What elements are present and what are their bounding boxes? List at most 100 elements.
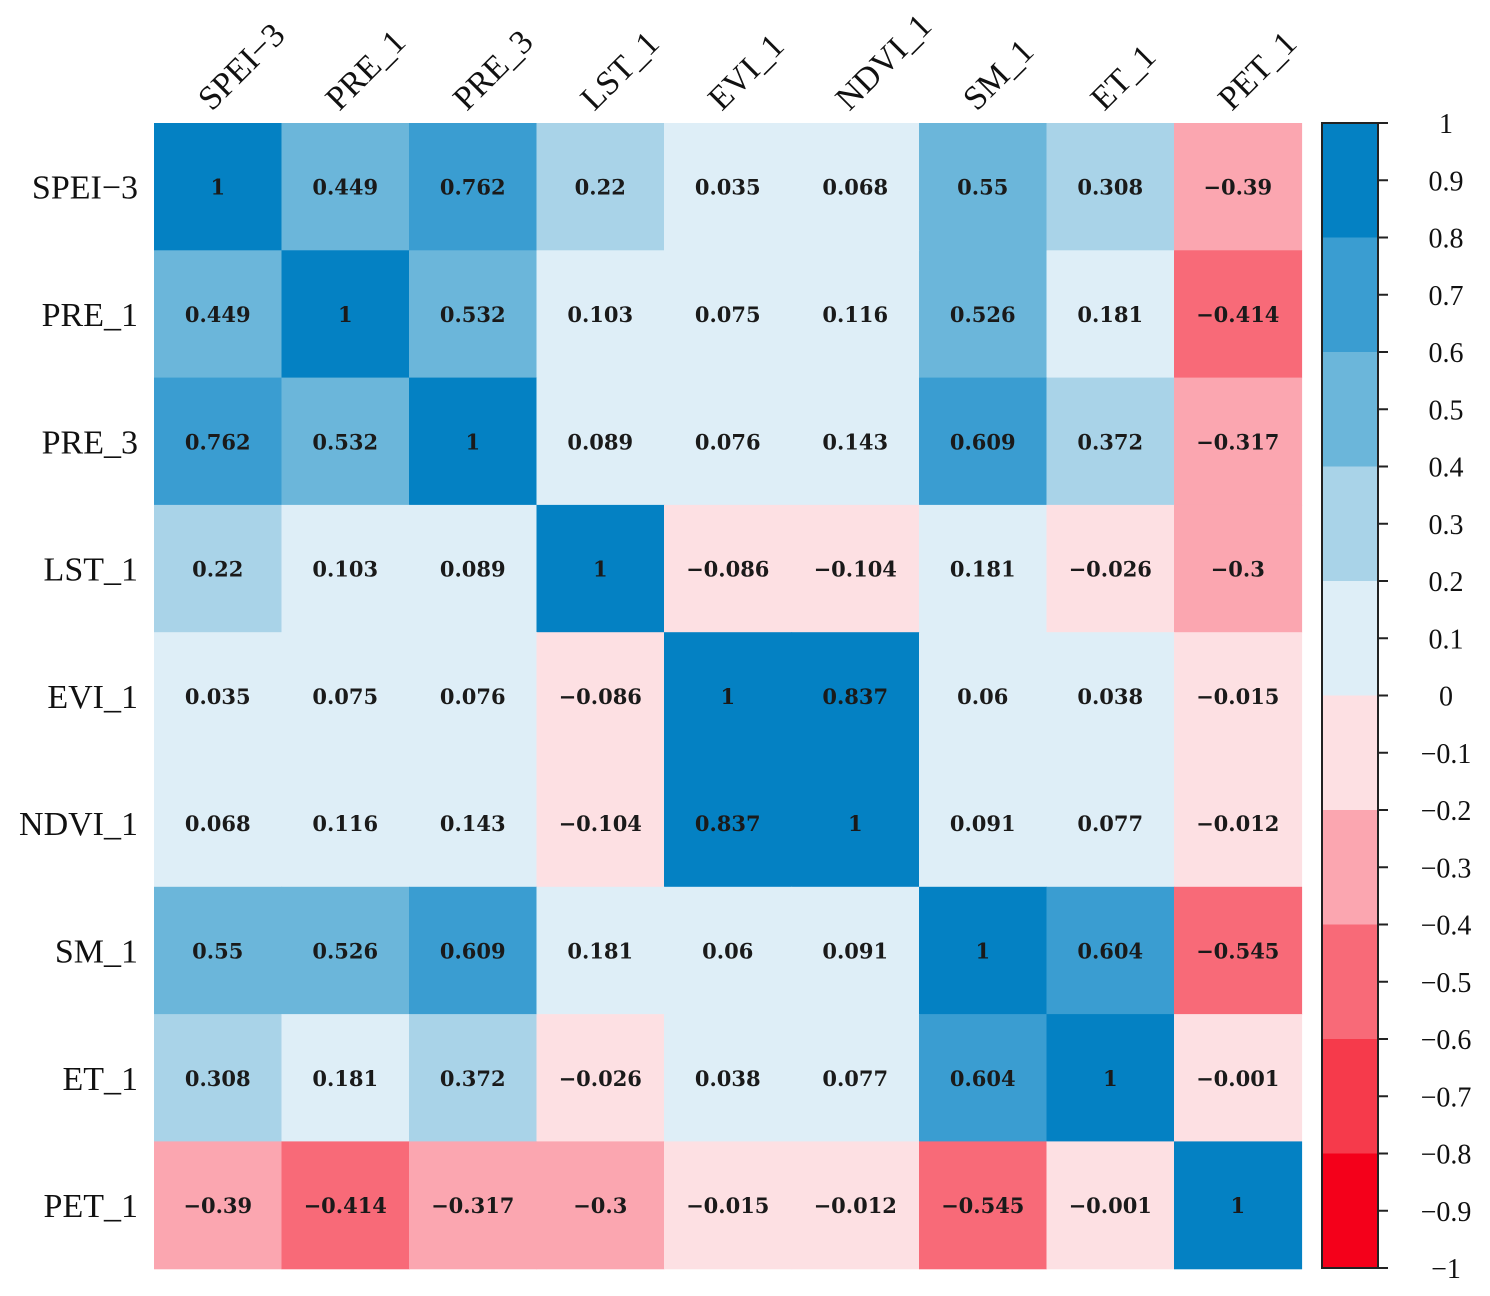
heatmap-cell (281, 250, 410, 379)
cell-value-label: 0.308 (185, 1066, 251, 1091)
heatmap-cell (409, 632, 538, 761)
colorbar-tick-label: 0.3 (1429, 510, 1464, 541)
cell-value-label: 0.181 (1077, 302, 1143, 327)
heatmap-cell (154, 377, 283, 506)
cell-value-label: 0.762 (185, 429, 251, 454)
heatmap-cell (536, 377, 665, 506)
heatmap-cell (791, 504, 920, 633)
heatmap-cell (791, 1141, 920, 1270)
heatmap-cell (664, 632, 793, 761)
cell-value-label: −0.026 (559, 1066, 642, 1091)
cell-value-label: 0.526 (312, 938, 378, 963)
colorbar-tick-label: 0.4 (1429, 453, 1464, 484)
cell-value-label: 0.609 (950, 429, 1016, 454)
heatmap-cell (664, 1141, 793, 1270)
heatmap-cell (281, 1141, 410, 1270)
cell-value-label: 1 (593, 557, 608, 582)
colorbar-tick-label: 0 (1439, 682, 1453, 713)
colorbar-tick-label: −0.8 (1421, 1140, 1472, 1171)
cell-value-label: 1 (1230, 1193, 1245, 1218)
heatmap-cell (1174, 250, 1303, 379)
heatmap-cell (281, 377, 410, 506)
heatmap-cell (1046, 632, 1175, 761)
cell-value-label: 0.116 (822, 302, 888, 327)
heatmap-cell (919, 123, 1048, 251)
colorbar-bin (1322, 352, 1378, 468)
cell-value-label: 0.091 (822, 938, 888, 963)
colorbar-tick-label: 0.2 (1429, 567, 1464, 598)
row-label: NDVI_1 (19, 806, 138, 843)
column-label: SM_1 (956, 33, 1041, 118)
cell-value-label: 1 (338, 302, 353, 327)
heatmap-cell (281, 1014, 410, 1142)
colorbar-tick-label: 0.8 (1429, 224, 1464, 255)
heatmap-cell (919, 1141, 1048, 1270)
heatmap-cell (1174, 1014, 1303, 1142)
heatmap-cell (1174, 759, 1303, 888)
cell-value-label: −0.317 (1196, 429, 1279, 454)
colorbar-tick-label: 1 (1439, 109, 1453, 140)
column-label: PRE_1 (319, 23, 413, 117)
cell-value-label: 0.089 (440, 557, 506, 582)
heatmap-cell (791, 250, 920, 379)
heatmap-cell (154, 632, 283, 761)
heatmap-cell (1046, 1141, 1175, 1270)
cell-value-label: −0.39 (183, 1193, 252, 1218)
heatmap-cell (154, 1141, 283, 1270)
heatmap-cell (791, 759, 920, 888)
row-label: ET_1 (62, 1061, 138, 1098)
colorbar-tick-label: 0.7 (1429, 281, 1464, 312)
cell-value-label: 0.372 (1077, 429, 1143, 454)
column-label: NDVI_1 (829, 7, 939, 117)
colorbar-tick-label: −1 (1431, 1254, 1461, 1285)
heatmap-cell (409, 1014, 538, 1142)
cell-value-label: 0.077 (1077, 811, 1143, 836)
heatmap-cell (1046, 123, 1175, 251)
heatmap-cell (1046, 250, 1175, 379)
heatmap-cell (536, 250, 665, 379)
cell-value-label: −0.104 (559, 811, 642, 836)
heatmap-cell (664, 1014, 793, 1142)
cell-value-label: 1 (210, 175, 225, 200)
heatmap-cell (664, 123, 793, 251)
cell-value-label: −0.545 (941, 1193, 1024, 1218)
heatmap-cell (1174, 504, 1303, 633)
cell-value-label: −0.015 (686, 1193, 769, 1218)
colorbar-bin (1322, 695, 1378, 811)
heatmap-cell (281, 504, 410, 633)
column-label: LST_1 (574, 25, 667, 118)
colorbar-bin (1322, 237, 1378, 353)
heatmap-cell (1174, 886, 1303, 1015)
cell-value-label: 0.089 (567, 429, 633, 454)
row-labels: SPEI−3 PRE_1 PRE_3 LST_1 EVI_1 NDVI_1 SM_1 ET_1… (19, 170, 138, 1225)
cell-value-label: 0.532 (312, 429, 378, 454)
colorbar-tick-label: −0.6 (1421, 1025, 1472, 1056)
row-label: SPEI−3 (32, 170, 138, 207)
cell-value-label: 0.116 (312, 811, 378, 836)
cell-value-label: 0.449 (185, 302, 251, 327)
heatmap-cell (919, 504, 1048, 633)
cell-value-label: 0.604 (1077, 938, 1143, 963)
column-label: PET_1 (1211, 25, 1304, 118)
heatmap-cell (409, 886, 538, 1015)
heatmap-cell (1046, 504, 1175, 633)
heatmap-cell (536, 504, 665, 633)
colorbar-bin (1322, 924, 1378, 1040)
cell-value-label: 0.22 (192, 557, 243, 582)
heatmap-cell (154, 250, 283, 379)
heatmap-cell (154, 759, 283, 888)
colorbar-bin (1322, 1153, 1378, 1269)
cell-value-label: 0.372 (440, 1066, 506, 1091)
cell-value-label: 0.837 (822, 684, 888, 709)
row-label: PET_1 (44, 1188, 138, 1225)
colorbar-tick-label: −0.3 (1421, 853, 1472, 884)
cell-value-label: 0.762 (440, 175, 506, 200)
cell-value-label: 0.55 (192, 938, 243, 963)
cell-value-label: −0.012 (1196, 811, 1279, 836)
cell-value-label: −0.086 (559, 684, 642, 709)
heatmap-cell (281, 759, 410, 888)
heatmap-cell (919, 250, 1048, 379)
heatmap-cells (154, 123, 1303, 1270)
cell-value-label: 0.068 (185, 811, 251, 836)
